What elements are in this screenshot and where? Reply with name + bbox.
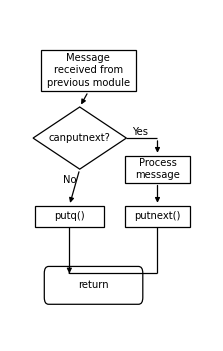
FancyBboxPatch shape xyxy=(35,206,104,227)
Polygon shape xyxy=(33,107,126,169)
FancyBboxPatch shape xyxy=(125,155,190,183)
FancyBboxPatch shape xyxy=(44,266,143,304)
Text: return: return xyxy=(78,280,109,290)
Text: canputnext?: canputnext? xyxy=(49,133,111,143)
Text: No: No xyxy=(64,175,77,185)
FancyBboxPatch shape xyxy=(125,206,190,227)
Text: putnext(): putnext() xyxy=(134,211,181,221)
Text: Message
received from
previous module: Message received from previous module xyxy=(47,53,130,88)
Text: Process
message: Process message xyxy=(135,158,180,180)
FancyBboxPatch shape xyxy=(41,49,136,92)
Text: Yes: Yes xyxy=(132,127,148,137)
Text: putq(): putq() xyxy=(54,211,85,221)
